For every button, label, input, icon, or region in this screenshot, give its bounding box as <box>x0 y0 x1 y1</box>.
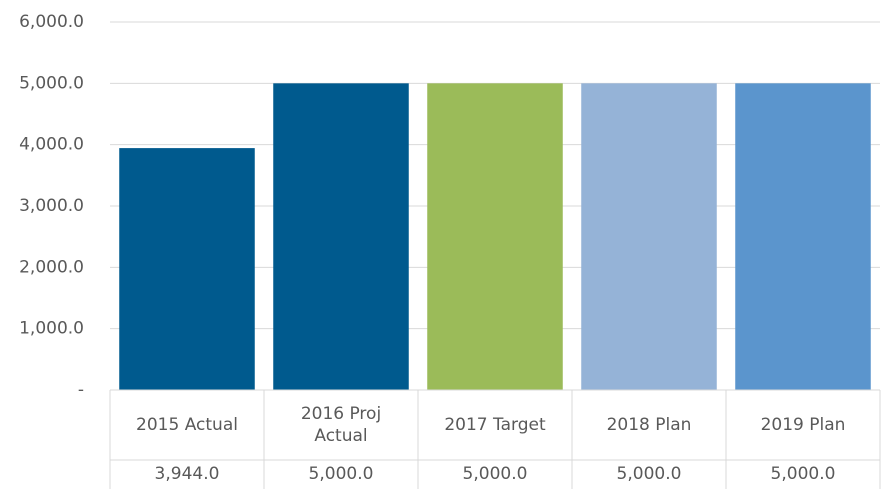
x-tick-label: 2017 Target <box>444 414 546 435</box>
x-tick-label: 2015 Actual <box>136 414 238 435</box>
y-tick-label: 3,000.0 <box>19 196 84 216</box>
y-tick-label: 5,000.0 <box>19 73 84 93</box>
y-tick-label: 4,000.0 <box>19 135 84 155</box>
x-tick-label: 2019 Plan <box>760 414 846 435</box>
y-tick-label: - <box>78 380 84 400</box>
data-label-box: 5,000.0 <box>462 464 528 485</box>
y-tick-label: 1,000.0 <box>19 319 84 339</box>
x-tick-label: 2018 Plan <box>606 414 692 435</box>
bar <box>273 83 409 390</box>
x-tick-label-box: 2017 Target <box>444 414 546 435</box>
x-tick-label: 2016 Proj Actual <box>300 403 382 446</box>
data-label: 5,000.0 <box>308 464 374 485</box>
y-tick-label: 2,000.0 <box>19 257 84 277</box>
data-label-box: 5,000.0 <box>308 464 374 485</box>
x-tick-label-box: 2019 Plan <box>760 414 846 435</box>
data-label-box: 5,000.0 <box>616 464 682 485</box>
y-tick-label: 6,000.0 <box>19 12 84 32</box>
data-label: 3,944.0 <box>154 464 220 485</box>
data-label-box: 3,944.0 <box>154 464 220 485</box>
data-label: 5,000.0 <box>770 464 836 485</box>
bar <box>427 83 563 390</box>
data-label-box: 5,000.0 <box>770 464 836 485</box>
data-label: 5,000.0 <box>462 464 528 485</box>
x-tick-label-box: 2015 Actual <box>136 414 238 435</box>
data-label: 5,000.0 <box>616 464 682 485</box>
bar <box>119 148 255 390</box>
bar <box>735 83 871 390</box>
x-tick-label-box: 2016 Proj Actual <box>300 403 382 446</box>
bar <box>581 83 717 390</box>
x-tick-label-box: 2018 Plan <box>606 414 692 435</box>
